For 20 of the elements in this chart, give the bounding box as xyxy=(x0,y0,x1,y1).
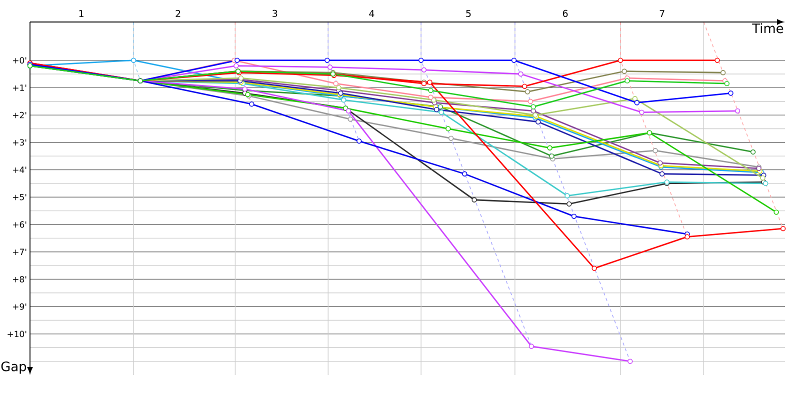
y-tick-label: +1' xyxy=(13,84,26,91)
x-tick-label: 4 xyxy=(369,10,374,17)
y-tick-label: +5' xyxy=(13,194,26,200)
y-tick-label: +10' xyxy=(8,330,26,338)
x-tick-label: 1 xyxy=(79,10,84,17)
y-tick-label: +0' xyxy=(13,57,26,64)
x-tick-label: 7 xyxy=(660,10,664,17)
y-tick-label: +6' xyxy=(13,221,26,228)
x-tick-label: 2 xyxy=(176,10,180,17)
y-tick-label: +9' xyxy=(13,303,26,310)
y-tick-label: +3' xyxy=(13,139,26,146)
x-tick-label: 3 xyxy=(272,10,278,17)
y-tick-label: +8' xyxy=(13,276,26,282)
y-tick-label: +2' xyxy=(13,112,26,118)
y-tick-label: +7' xyxy=(13,248,26,255)
y-axis-title: Gap xyxy=(1,362,26,374)
x-tick-label: 5 xyxy=(466,10,471,17)
y-tick-label: +4' xyxy=(13,166,26,173)
x-axis-title: Time xyxy=(752,23,784,34)
x-tick-label: 6 xyxy=(562,10,568,17)
